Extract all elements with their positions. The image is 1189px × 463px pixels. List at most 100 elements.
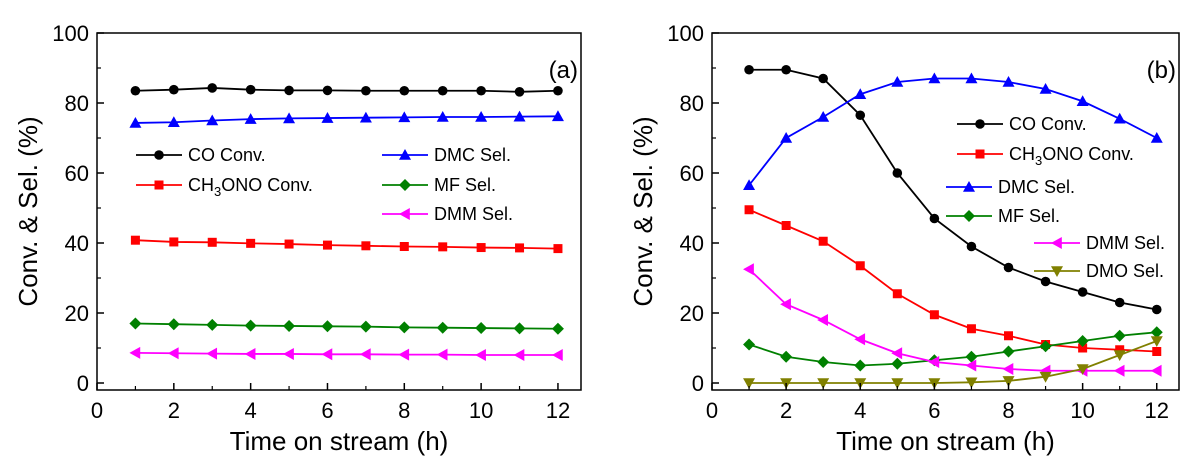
data-point bbox=[1039, 340, 1052, 353]
legend-label: MF Sel. bbox=[434, 175, 496, 195]
series-line bbox=[748, 268, 1157, 372]
data-point bbox=[1113, 329, 1126, 342]
data-point bbox=[513, 322, 526, 335]
data-point bbox=[965, 359, 977, 372]
data-point bbox=[1150, 326, 1163, 339]
legend: CO Conv. DMC Sel. CH3ONO Conv. MF Sel. DMM S… bbox=[136, 145, 513, 224]
data-point bbox=[817, 314, 828, 326]
legend-label: CO Conv. bbox=[1009, 114, 1087, 134]
series-line bbox=[749, 340, 1158, 384]
data-point bbox=[965, 377, 978, 389]
data-point bbox=[438, 242, 448, 252]
x-tick-label: 12 bbox=[1145, 398, 1169, 423]
data-point bbox=[780, 298, 791, 311]
legend-label: DMM Sel. bbox=[1086, 233, 1165, 253]
series-5 bbox=[743, 336, 1163, 389]
data-point bbox=[207, 237, 217, 247]
panel-b: 0 2 4 6 8 10 12 0 20 40 60 80 100 Time on stream (h) C… bbox=[628, 21, 1180, 456]
x-tick-label: 0 bbox=[91, 398, 103, 423]
legend-marker bbox=[154, 180, 164, 190]
data-point bbox=[1115, 345, 1125, 355]
x-tick-label: 0 bbox=[706, 398, 718, 423]
data-point bbox=[966, 324, 976, 334]
series-0 bbox=[130, 83, 563, 97]
data-point bbox=[399, 85, 410, 96]
data-point bbox=[437, 85, 448, 96]
data-point bbox=[475, 111, 488, 122]
legend-item: DMM Sel. bbox=[1034, 233, 1165, 253]
data-point bbox=[436, 111, 449, 122]
y-axis-title: Conv. & Sel. (%) bbox=[628, 116, 658, 306]
data-point bbox=[244, 319, 257, 332]
data-point bbox=[891, 76, 904, 87]
data-point bbox=[891, 347, 903, 360]
legend-marker bbox=[1051, 237, 1062, 249]
data-point bbox=[129, 346, 141, 359]
data-point bbox=[1076, 95, 1089, 107]
data-point bbox=[130, 85, 141, 96]
data-point bbox=[551, 349, 563, 361]
data-point bbox=[1113, 112, 1126, 124]
legend-item: DMC Sel. bbox=[946, 177, 1075, 197]
data-point bbox=[475, 349, 486, 361]
data-point bbox=[1114, 297, 1125, 308]
data-point bbox=[780, 350, 793, 363]
y-tick-label: 20 bbox=[680, 301, 704, 326]
x-tick-label: 6 bbox=[928, 398, 940, 423]
data-point bbox=[1078, 343, 1088, 353]
data-point bbox=[928, 356, 940, 368]
series-3 bbox=[129, 317, 564, 335]
data-point bbox=[553, 85, 563, 96]
legend-item: DMM Sel. bbox=[382, 204, 513, 224]
x-tick-label: 12 bbox=[546, 398, 570, 423]
data-point bbox=[854, 88, 867, 100]
plot-area bbox=[743, 64, 1163, 389]
y-tick-label: 100 bbox=[667, 21, 704, 46]
legend-item: DMO Sel. bbox=[1034, 261, 1164, 281]
data-point bbox=[1151, 304, 1162, 315]
data-point bbox=[246, 238, 256, 248]
data-point bbox=[359, 348, 371, 361]
plot-frame bbox=[711, 32, 1180, 391]
x-tick-label: 8 bbox=[1002, 398, 1014, 423]
series-line bbox=[748, 77, 1158, 186]
series-2 bbox=[743, 72, 1163, 191]
series-line bbox=[748, 331, 1157, 367]
legend-item: CO Conv. bbox=[136, 145, 266, 165]
legend-label: CH3ONO Conv. bbox=[1009, 144, 1134, 168]
legend-marker bbox=[399, 208, 410, 220]
data-point bbox=[130, 235, 140, 245]
data-point bbox=[321, 112, 334, 123]
series-line bbox=[135, 322, 558, 330]
data-point bbox=[855, 261, 865, 271]
legend-label: DMO Sel. bbox=[1086, 261, 1164, 281]
data-point bbox=[1002, 376, 1015, 387]
data-point bbox=[1113, 350, 1126, 361]
data-point bbox=[891, 357, 904, 370]
data-point bbox=[129, 317, 142, 330]
series-line bbox=[135, 239, 558, 250]
data-point bbox=[1040, 276, 1051, 287]
data-point bbox=[398, 348, 410, 361]
series-1 bbox=[129, 110, 564, 128]
data-point bbox=[743, 378, 756, 389]
data-point bbox=[361, 241, 371, 251]
panel-label: (b) bbox=[1147, 57, 1176, 84]
data-point bbox=[817, 378, 830, 389]
data-point bbox=[167, 347, 179, 360]
data-point bbox=[476, 85, 486, 96]
data-point bbox=[892, 289, 902, 299]
series-4 bbox=[129, 346, 563, 361]
data-point bbox=[475, 322, 488, 335]
legend-item: MF Sel. bbox=[382, 175, 496, 195]
data-point bbox=[744, 205, 754, 215]
data-point bbox=[359, 111, 372, 123]
data-point bbox=[1004, 331, 1014, 341]
x-tick-label: 8 bbox=[398, 398, 410, 423]
data-point bbox=[361, 85, 371, 96]
data-point bbox=[245, 84, 256, 95]
data-point bbox=[359, 320, 372, 333]
data-point bbox=[1002, 76, 1015, 87]
data-point bbox=[322, 85, 333, 96]
data-point bbox=[1152, 347, 1162, 356]
